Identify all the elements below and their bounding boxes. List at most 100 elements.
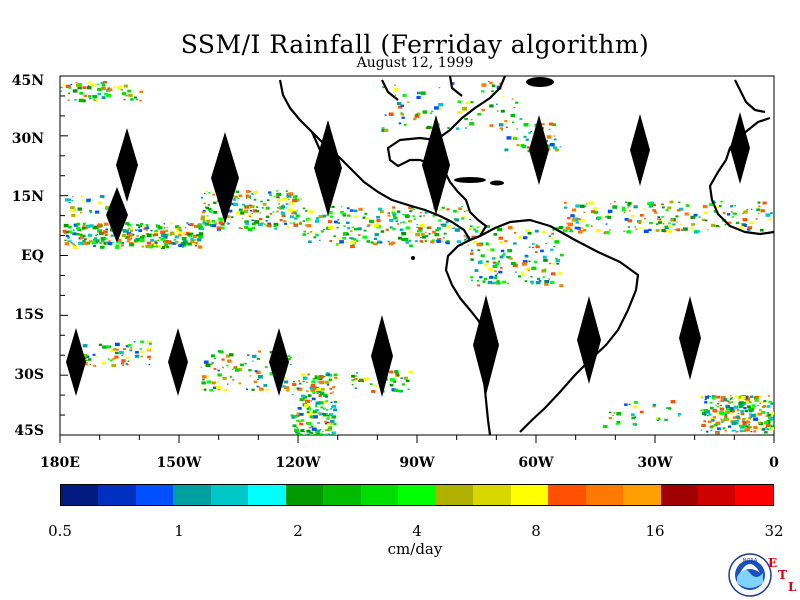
orbit-gap <box>630 114 650 186</box>
rain-pixel <box>557 272 562 275</box>
rain-pixel <box>78 241 83 245</box>
rain-pixel <box>201 215 205 219</box>
rain-pixel <box>498 236 503 240</box>
lon-label-90w: 90W <box>399 455 435 471</box>
rain-pixel <box>265 206 270 210</box>
rain-pixel <box>101 96 106 99</box>
rain-pixel <box>443 237 445 239</box>
rain-pixel <box>771 427 774 431</box>
rain-pixel <box>251 219 253 221</box>
rain-pixel <box>545 242 547 244</box>
rain-pixel <box>478 229 481 232</box>
rain-pixel <box>446 241 450 245</box>
rain-pixel <box>733 429 736 432</box>
orbit-gap <box>473 295 499 395</box>
rain-pixel <box>445 224 451 229</box>
rain-pixel <box>435 228 440 232</box>
rain-pixel <box>327 427 332 431</box>
rain-pixel <box>102 345 107 349</box>
rain-pixel <box>438 87 441 89</box>
rain-pixel <box>749 416 753 419</box>
rain-pixel <box>729 395 732 397</box>
rain-pixel <box>401 116 405 119</box>
rain-pixel <box>704 414 707 416</box>
rain-pixel <box>394 94 397 96</box>
rain-pixel <box>354 227 358 231</box>
rain-pixel <box>668 224 673 228</box>
rain-pixel <box>77 83 82 86</box>
rain-pixel <box>302 376 308 380</box>
axis-ticks <box>59 75 775 443</box>
rain-pixel <box>299 422 303 426</box>
rain-pixel <box>109 236 112 238</box>
rain-pixel <box>496 85 502 89</box>
rain-pixel <box>758 213 760 215</box>
rain-pixel <box>648 205 653 208</box>
rain-pixel <box>737 420 740 422</box>
rain-pixel <box>655 229 660 232</box>
rain-pixel <box>754 398 759 402</box>
rain-pixel <box>68 201 71 204</box>
rain-pixel <box>626 230 631 234</box>
rain-pixel <box>309 386 314 390</box>
rain-pixel <box>379 241 383 244</box>
rain-pixel <box>212 386 217 389</box>
rain-pixel <box>627 202 632 205</box>
rain-pixel <box>213 211 218 214</box>
rain-pixel <box>305 401 308 403</box>
rain-pixel <box>189 232 194 236</box>
rain-pixel <box>727 221 732 224</box>
rain-pixel <box>742 218 748 222</box>
rain-pixel <box>240 211 245 215</box>
rain-pixel <box>470 249 474 252</box>
rain-pixel <box>226 215 231 219</box>
rain-pixel <box>342 214 346 217</box>
rain-pixel <box>516 128 518 130</box>
rain-pixel <box>63 231 68 235</box>
rain-pixel <box>238 194 243 198</box>
rain-pixel <box>331 205 335 208</box>
rain-pixel <box>97 201 103 205</box>
rain-pixel <box>288 359 291 361</box>
rain-pixel <box>387 212 391 215</box>
rain-pixel <box>174 241 179 244</box>
rain-pixel <box>665 407 668 409</box>
rain-pixel <box>502 280 507 284</box>
rain-pixel <box>322 214 327 218</box>
rain-pixel <box>442 223 447 227</box>
rain-pixel <box>290 414 294 417</box>
rain-pixel <box>643 208 645 210</box>
rain-pixel <box>470 101 474 104</box>
rain-pixel <box>654 211 658 214</box>
colorbar-swatch <box>360 485 399 505</box>
rain-pixel <box>415 113 418 116</box>
rain-pixel <box>279 219 283 222</box>
rain-pixel <box>84 238 87 241</box>
lon-label-60w: 60W <box>518 455 554 471</box>
rain-pixel <box>753 417 758 421</box>
rain-pixel <box>420 91 426 95</box>
rain-pixel <box>247 354 250 357</box>
rain-pixel <box>178 234 182 237</box>
rain-pixel <box>197 223 202 226</box>
rain-pixel <box>502 96 505 98</box>
rain-pixel <box>265 220 268 222</box>
rain-pixel <box>766 405 771 408</box>
rain-pixel <box>362 216 366 219</box>
rain-pixel <box>607 215 612 219</box>
rain-pixel <box>337 244 340 246</box>
rain-pixel <box>437 227 441 230</box>
rain-pixel <box>564 201 567 204</box>
rain-pixel <box>103 230 108 234</box>
colorbar-swatch <box>435 485 474 505</box>
rain-pixel <box>505 126 508 128</box>
rain-pixel <box>202 222 206 225</box>
rain-pixel <box>302 207 306 210</box>
rain-pixel <box>71 200 73 202</box>
rain-pixel <box>422 110 428 114</box>
greenland-tip <box>526 77 554 87</box>
rain-pixel <box>376 242 379 244</box>
rain-pixel <box>89 211 93 214</box>
islands <box>411 77 554 260</box>
rain-pixel <box>288 358 291 360</box>
